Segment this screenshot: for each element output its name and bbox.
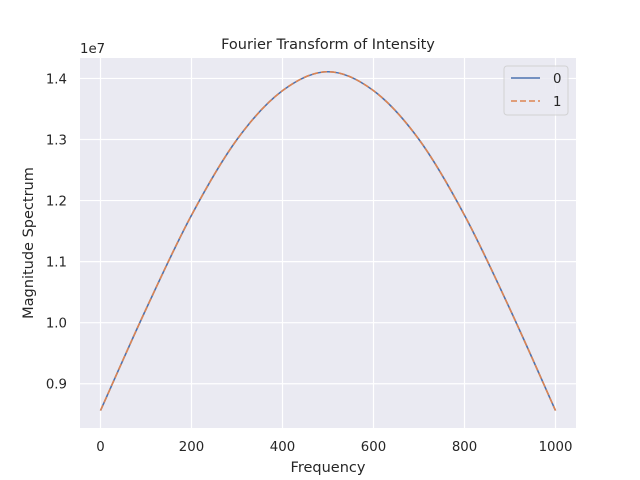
grid: [80, 58, 576, 428]
x-tick-label: 400: [270, 440, 295, 455]
chart-title: Fourier Transform of Intensity: [221, 37, 435, 53]
series-group: [99, 70, 557, 411]
x-tick-label: 0: [96, 440, 104, 455]
x-tick-label: 600: [361, 440, 386, 455]
legend-label-0: 0: [553, 72, 561, 87]
y-tick-label: 1.1: [46, 256, 67, 271]
y-offset-label: 1e7: [80, 42, 105, 57]
y-ticks: 0.9 1.0 1.1 1.2 1.3 1.4: [46, 72, 67, 392]
legend: 0 1: [503, 65, 569, 116]
y-tick-label: 1.2: [46, 195, 67, 210]
plot-background: [80, 58, 576, 428]
legend-label-1: 1: [553, 95, 561, 110]
x-tick-label: 200: [179, 440, 204, 455]
series-line-1: [99, 70, 557, 411]
y-tick-label: 1.0: [46, 317, 67, 332]
y-tick-label: 1.3: [46, 134, 67, 149]
x-tick-label: 1000: [539, 440, 573, 455]
x-ticks: 0 200 400 600 800 1000: [96, 440, 572, 455]
y-axis-label: Magnitude Spectrum: [21, 167, 37, 319]
y-tick-label: 1.4: [46, 72, 67, 87]
x-axis-label: Frequency: [291, 460, 366, 476]
x-tick-label: 800: [452, 440, 477, 455]
y-tick-label: 0.9: [46, 378, 67, 393]
